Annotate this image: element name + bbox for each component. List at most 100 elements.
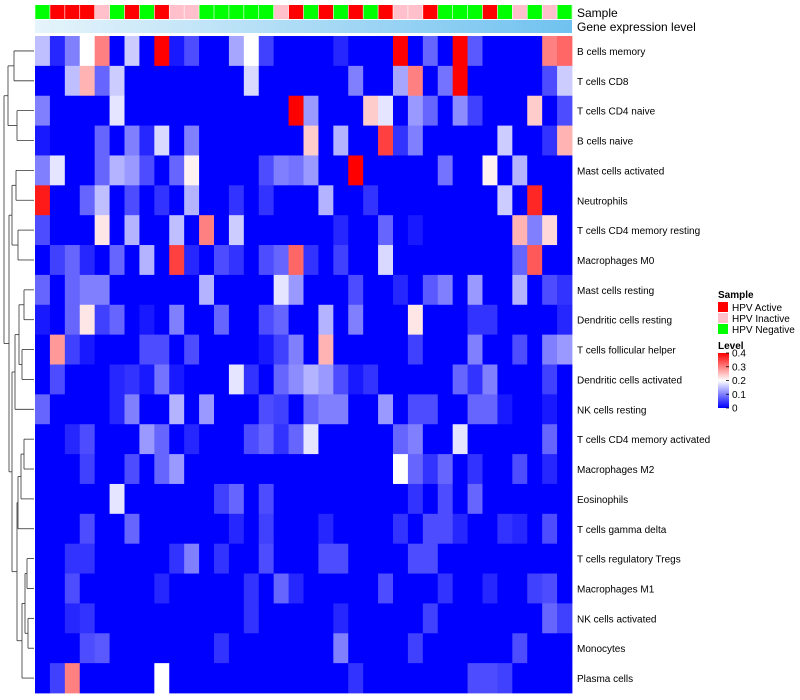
row-label: Plasma cells bbox=[577, 674, 633, 685]
heatmap-cell bbox=[139, 155, 155, 186]
heatmap-cell bbox=[288, 394, 304, 425]
heatmap-cell bbox=[79, 125, 96, 156]
heatmap-cell bbox=[214, 513, 230, 545]
heatmap-cell bbox=[94, 364, 110, 395]
heatmap-cell bbox=[407, 663, 424, 694]
heatmap-cell bbox=[79, 543, 96, 574]
heatmap-cell bbox=[154, 573, 170, 604]
heatmap-cell bbox=[214, 125, 230, 156]
heatmap-cell bbox=[333, 304, 349, 336]
heatmap-cell bbox=[109, 65, 125, 97]
heatmap-cell bbox=[542, 185, 558, 216]
heatmap-cell bbox=[49, 603, 66, 634]
heatmap-cell bbox=[393, 334, 409, 365]
heatmap-cell bbox=[378, 155, 394, 186]
heatmap-cell bbox=[467, 185, 483, 216]
heatmap-cell bbox=[303, 95, 319, 126]
heatmap-cell bbox=[35, 573, 51, 604]
heatmap-cell bbox=[79, 663, 96, 694]
sample-annotation-cell bbox=[333, 5, 349, 19]
heatmap-cell bbox=[154, 274, 170, 306]
row-label: T cells follicular helper bbox=[577, 346, 676, 357]
heatmap-cell bbox=[467, 215, 483, 246]
heatmap-cell bbox=[124, 603, 140, 634]
heatmap-cell bbox=[512, 603, 528, 634]
heatmap-cell bbox=[333, 334, 349, 365]
heatmap-cell bbox=[154, 125, 170, 156]
sample-annotation-cell bbox=[527, 5, 543, 19]
heatmap-cell bbox=[497, 125, 513, 156]
heatmap-cell bbox=[35, 36, 51, 67]
heatmap-cell bbox=[228, 513, 245, 545]
heatmap-cell bbox=[273, 663, 289, 694]
heatmap-cell bbox=[273, 245, 289, 276]
heatmap-cell bbox=[214, 663, 230, 694]
row-label: T cells CD4 memory resting bbox=[577, 226, 700, 237]
heatmap-cell bbox=[482, 424, 498, 455]
heatmap-cell bbox=[393, 573, 409, 604]
heatmap-cell bbox=[393, 394, 409, 425]
heatmap-cell bbox=[378, 304, 394, 336]
heatmap-cell bbox=[363, 513, 379, 545]
heatmap-cell bbox=[288, 95, 304, 126]
heatmap-cell bbox=[437, 125, 454, 156]
heatmap-cell bbox=[527, 424, 543, 455]
heatmap-cell bbox=[407, 603, 424, 634]
heatmap-cell bbox=[49, 274, 66, 306]
heatmap-cell bbox=[64, 603, 81, 634]
heatmap-cell bbox=[318, 424, 334, 455]
heatmap-cell bbox=[318, 663, 334, 694]
heatmap-cell bbox=[139, 36, 155, 67]
heatmap-cell bbox=[124, 185, 140, 216]
heatmap-cell bbox=[109, 424, 125, 455]
sample-annotation-cell bbox=[318, 5, 334, 19]
heatmap-cell bbox=[497, 274, 513, 306]
heatmap-cell bbox=[482, 663, 498, 694]
heatmap-cell bbox=[109, 543, 125, 574]
heatmap-cell bbox=[318, 364, 334, 395]
heatmap-cell bbox=[318, 483, 334, 515]
heatmap-cell bbox=[527, 364, 543, 395]
heatmap-cell bbox=[35, 543, 51, 574]
sample-annotation-cell bbox=[79, 5, 95, 19]
heatmap-cell bbox=[303, 36, 319, 67]
heatmap-cell bbox=[184, 454, 200, 485]
heatmap-cell bbox=[109, 95, 125, 126]
heatmap-cell bbox=[393, 155, 409, 186]
heatmap-cell bbox=[378, 36, 394, 67]
heatmap-cell bbox=[49, 633, 66, 664]
heatmap-cell bbox=[318, 454, 334, 485]
heatmap-cell bbox=[557, 155, 573, 186]
heatmap-cell bbox=[228, 304, 245, 336]
heatmap-cell bbox=[512, 125, 528, 156]
sample-annotation-cell bbox=[94, 5, 110, 19]
heatmap-cell bbox=[437, 454, 454, 485]
heatmap-cell bbox=[288, 603, 304, 634]
heatmap-cell bbox=[169, 483, 185, 515]
heatmap-cell bbox=[139, 185, 155, 216]
heatmap-cell bbox=[288, 543, 304, 574]
heatmap-cell bbox=[243, 215, 260, 246]
heatmap-cell bbox=[109, 483, 125, 515]
sample-annotation-cell bbox=[482, 5, 498, 19]
heatmap-cell bbox=[79, 36, 96, 67]
heatmap-cell bbox=[497, 633, 513, 664]
heatmap-cell bbox=[288, 573, 304, 604]
heatmap-cell bbox=[467, 125, 483, 156]
heatmap-cell bbox=[422, 215, 439, 246]
heatmap-cell bbox=[437, 573, 454, 604]
heatmap-cell bbox=[109, 454, 125, 485]
heatmap-cell bbox=[407, 185, 424, 216]
heatmap-cell bbox=[482, 364, 498, 395]
heatmap-cell bbox=[273, 573, 289, 604]
heatmap-cell bbox=[393, 304, 409, 336]
heatmap-cell bbox=[407, 125, 424, 156]
heatmap-cell bbox=[258, 633, 275, 664]
heatmap-cell bbox=[288, 215, 304, 246]
heatmap-cell bbox=[333, 215, 349, 246]
heatmap-cell bbox=[154, 424, 170, 455]
heatmap-cell bbox=[184, 304, 200, 336]
heatmap-cell bbox=[214, 334, 230, 365]
heatmap-cell bbox=[228, 603, 245, 634]
heatmap-cell bbox=[228, 483, 245, 515]
